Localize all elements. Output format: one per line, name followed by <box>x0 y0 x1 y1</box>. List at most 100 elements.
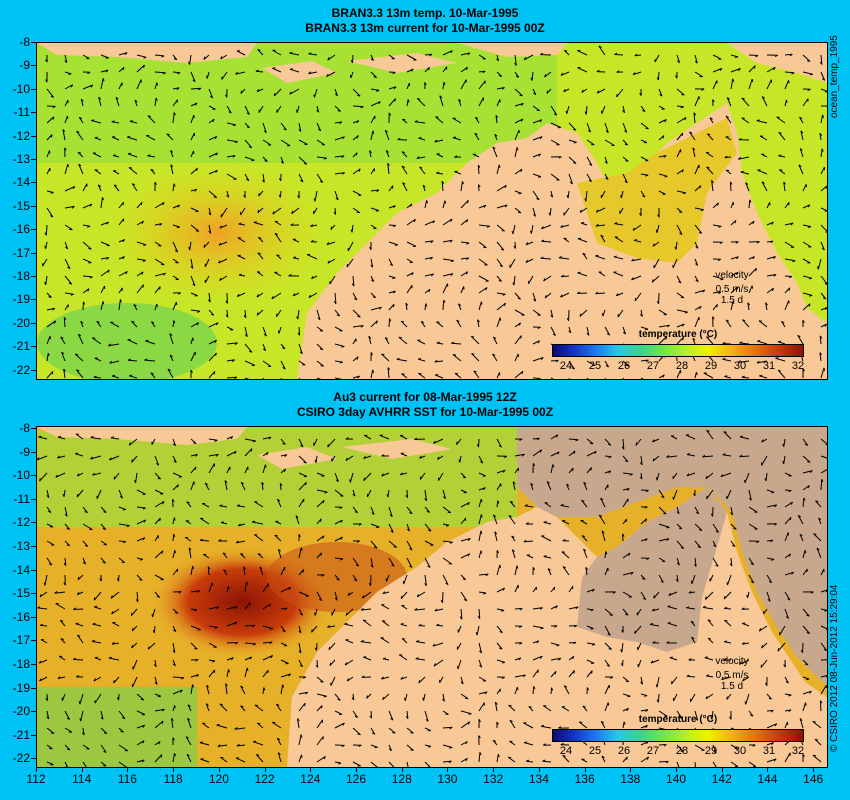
current-arrow <box>298 734 302 746</box>
current-arrow <box>604 139 615 146</box>
current-arrow <box>172 642 176 653</box>
current-arrow <box>640 740 649 746</box>
current-arrow <box>100 761 107 767</box>
current-arrowhead <box>724 155 728 159</box>
current-arrow <box>705 152 714 158</box>
current-arrow <box>298 122 302 132</box>
current-arrowhead <box>80 98 84 102</box>
current-arrow <box>274 233 282 243</box>
current-arrow <box>433 659 444 667</box>
bottom-map[interactable] <box>36 426 828 768</box>
current-arrow <box>385 150 390 158</box>
bottom-ytick-label: -19 <box>12 680 30 695</box>
current-arrow <box>254 534 264 542</box>
current-arrow <box>532 105 540 112</box>
current-arrowhead <box>497 500 500 504</box>
current-arrow <box>200 758 210 763</box>
current-arrow <box>676 574 679 582</box>
current-arrowhead <box>192 337 194 341</box>
bottom-ytick-mark <box>31 569 36 571</box>
current-arrow <box>442 710 449 715</box>
current-arrowhead <box>313 198 316 202</box>
current-arrow <box>784 752 791 763</box>
current-arrow <box>748 78 753 90</box>
current-arrowhead <box>338 762 342 765</box>
current-arrow <box>384 337 390 345</box>
current-arrowhead <box>252 440 256 443</box>
current-arrowhead <box>410 749 414 751</box>
current-arrowhead <box>742 319 746 322</box>
current-arrowhead <box>131 459 133 463</box>
current-arrowhead <box>817 266 819 270</box>
current-arrow <box>724 376 732 379</box>
current-arrowhead <box>308 294 312 298</box>
current-arrow <box>306 254 318 260</box>
top-colorbar-tick: 26 <box>617 360 631 372</box>
current-arrowhead <box>819 61 823 65</box>
current-arrowhead <box>462 578 466 581</box>
current-arrow <box>208 625 218 628</box>
current-arrowhead <box>595 223 599 227</box>
current-arrowhead <box>424 583 427 587</box>
current-arrow <box>46 371 54 379</box>
current-arrowhead <box>501 230 505 232</box>
current-arrow <box>419 472 426 480</box>
current-arrowhead <box>624 143 628 146</box>
current-arrowhead <box>720 278 724 281</box>
current-arrowhead <box>177 204 181 208</box>
current-arrow <box>802 258 811 264</box>
current-arrow <box>111 642 120 645</box>
current-arrowhead <box>704 596 707 600</box>
current-arrowhead <box>516 687 519 691</box>
current-arrowhead <box>147 646 150 650</box>
current-arrow <box>280 156 284 164</box>
current-arrowhead <box>620 194 622 199</box>
current-arrowhead <box>163 272 166 276</box>
top-map[interactable] <box>36 42 828 380</box>
current-arrow <box>658 506 667 515</box>
current-arrow <box>543 521 552 525</box>
current-arrow <box>496 71 503 77</box>
current-arrowhead <box>540 627 544 630</box>
current-arrow <box>388 557 395 567</box>
current-arrowhead <box>345 612 348 616</box>
current-arrow <box>64 258 71 269</box>
current-arrowhead <box>726 582 728 586</box>
current-arrow <box>172 275 179 281</box>
current-arrowhead <box>172 443 176 447</box>
current-arrow <box>802 625 810 634</box>
current-arrow <box>658 574 664 583</box>
current-arrowhead <box>815 500 819 503</box>
current-arrowhead <box>777 340 782 343</box>
current-arrowhead <box>652 641 656 644</box>
current-arrowhead <box>246 126 250 129</box>
current-arrowhead <box>301 754 303 758</box>
current-arrow <box>640 518 647 525</box>
current-arrow <box>478 204 487 209</box>
top-ytick-mark <box>31 369 36 371</box>
current-arrowhead <box>561 551 565 553</box>
current-arrowhead <box>655 229 658 233</box>
current-arrow <box>46 88 55 98</box>
current-arrowhead <box>492 739 496 742</box>
current-arrow <box>388 205 396 209</box>
current-arrow <box>262 583 269 593</box>
current-arrowhead <box>680 546 684 549</box>
current-arrowhead <box>349 74 352 78</box>
current-arrowhead <box>172 737 175 741</box>
island-small-1-bottom <box>257 447 337 469</box>
current-arrow <box>93 376 102 379</box>
current-arrow <box>820 114 824 124</box>
current-arrow <box>64 275 73 285</box>
current-arrow <box>726 489 732 500</box>
bottom-colorbar-tick: 31 <box>762 745 776 757</box>
current-arrow <box>784 80 790 90</box>
current-arrowhead <box>273 92 276 97</box>
current-arrow <box>334 292 337 304</box>
current-arrow <box>424 200 428 209</box>
current-arrow <box>204 258 210 268</box>
current-arrowhead <box>756 119 760 122</box>
current-arrowhead <box>588 179 592 183</box>
current-arrow <box>802 690 812 695</box>
current-arrow <box>635 438 642 446</box>
